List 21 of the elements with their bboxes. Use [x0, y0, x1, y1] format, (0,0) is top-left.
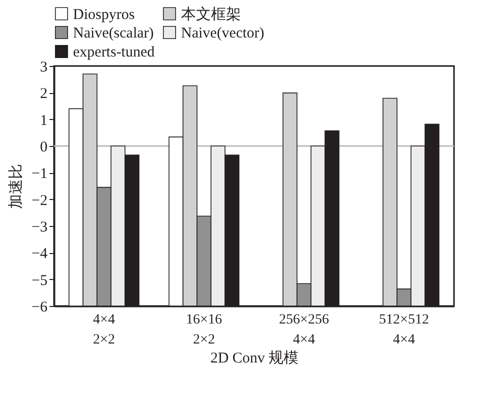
x-tick-label: 512×512 4×4	[379, 312, 429, 348]
y-tick-label: −4	[32, 246, 48, 262]
x-tick-label: 256×256 4×4	[279, 312, 329, 348]
legend-label: 本文框架	[181, 6, 241, 23]
legend-label: Naive(scalar)	[73, 26, 154, 42]
y-tick-label: −5	[32, 272, 48, 289]
y-tick-label: −6	[32, 300, 48, 316]
y-axis-title: 加速比	[8, 164, 25, 209]
x-tick-label: 16×16 2×2	[186, 312, 222, 348]
y-tick-label: 2	[40, 86, 48, 102]
y-tick-label: −2	[32, 192, 48, 209]
y-tick-label: 0	[40, 140, 48, 156]
y-tick-label: 3	[40, 60, 48, 76]
y-tick-label: −3	[32, 220, 48, 236]
y-tick-label: −1	[32, 166, 48, 182]
legend-label: experts-tuned	[73, 44, 156, 60]
y-tick-label: 1	[40, 112, 48, 129]
x-tick-label: 4×4 2×2	[93, 312, 115, 348]
legend-label: Diospyros	[73, 6, 135, 23]
legend-label: Naive(vector)	[181, 26, 264, 42]
x-axis-title: 2D Conv 规模	[210, 350, 299, 366]
